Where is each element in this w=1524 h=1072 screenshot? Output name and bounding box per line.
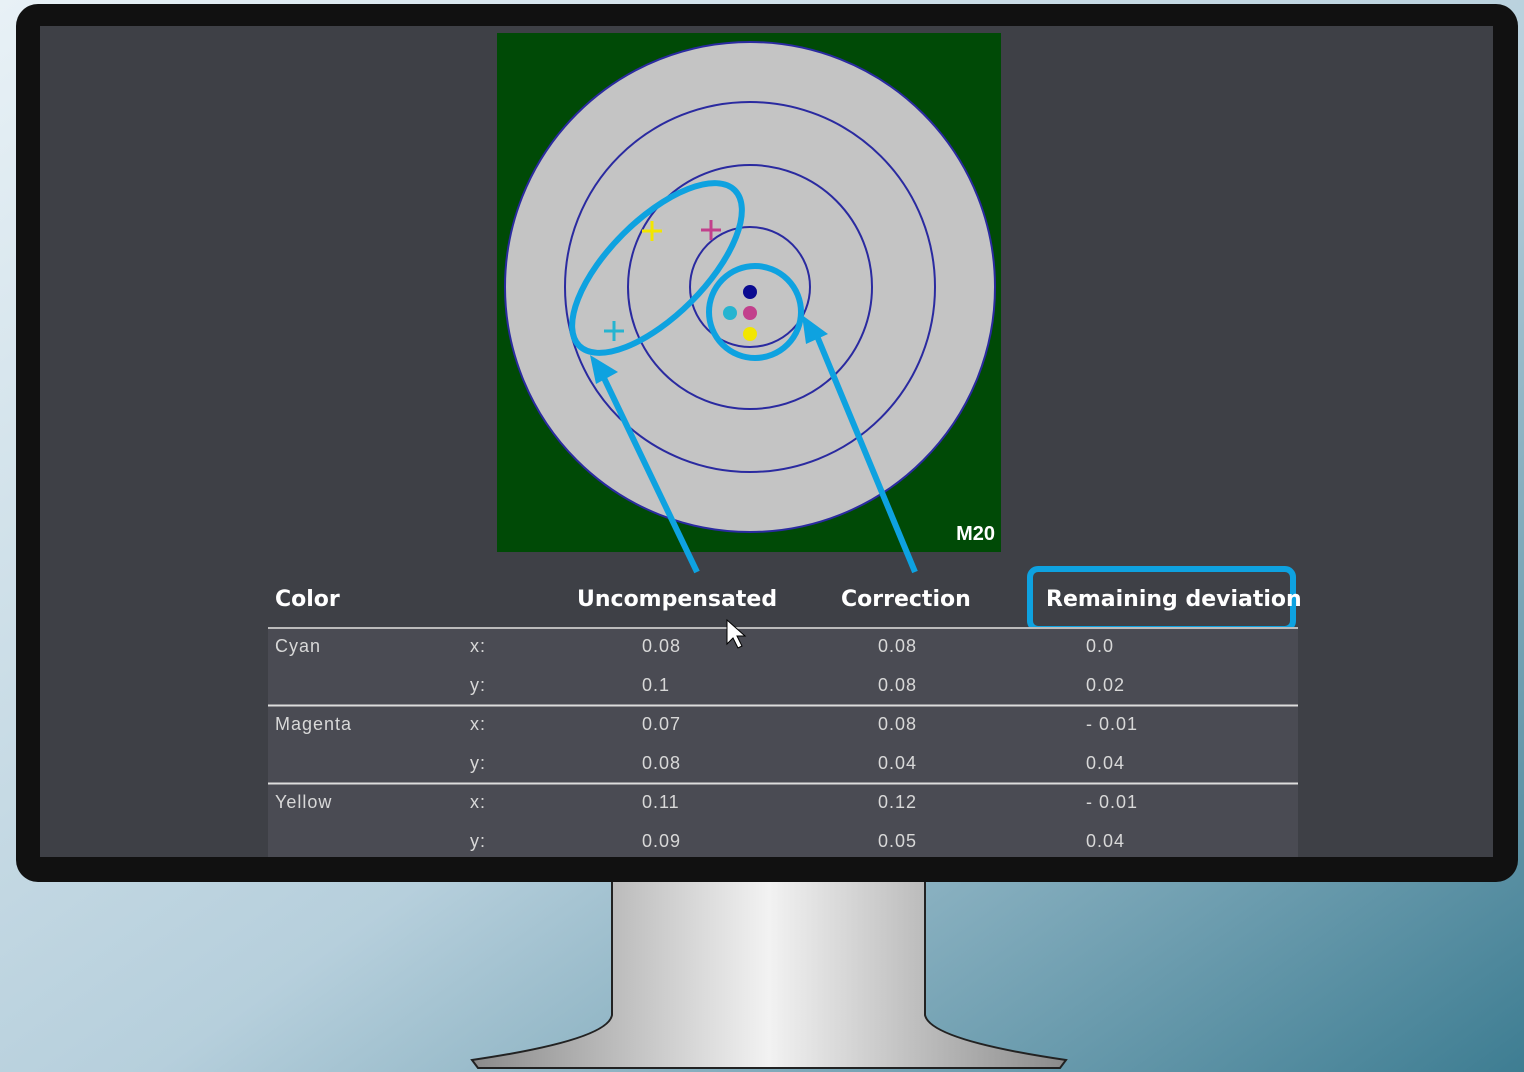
target-ring [689, 226, 811, 348]
axis-label: x: [470, 792, 486, 812]
cyan-dot [723, 306, 737, 320]
cell-value: 0.04 [878, 753, 917, 773]
cell-value: 0.09 [642, 831, 681, 851]
yellow-dot [743, 327, 757, 341]
cell-value: 0.0 [1086, 636, 1114, 656]
annotation-arrow [601, 376, 700, 574]
cell-value: 0.05 [878, 831, 917, 851]
cell-value: - 0.01 [1086, 714, 1138, 734]
cell-value: 0.1 [642, 675, 670, 695]
cell-value: 0.04 [1086, 753, 1125, 773]
target-ring [564, 101, 936, 473]
annotations [569, 180, 1296, 632]
cell-value: 0.08 [878, 714, 917, 734]
annotation-ellipse [569, 180, 745, 356]
cell-value: 0.07 [642, 714, 681, 734]
cell-value: 0.04 [1086, 831, 1125, 851]
color-name: Yellow [275, 792, 332, 812]
mouse-cursor [726, 618, 747, 649]
column-header: Uncompensated [577, 587, 777, 612]
cell-value: 0.08 [642, 636, 681, 656]
annotation-circle [706, 263, 804, 361]
monitor-stand [470, 879, 1068, 1069]
cyan-cross [604, 321, 624, 341]
axis-label: y: [470, 753, 486, 773]
black-dot [743, 285, 757, 299]
axis-label: x: [470, 714, 486, 734]
table: Cyan x: 0.08 0.08 0.0 y: 0.1 0.08 0.02 Magenta x: 0… [268, 627, 1298, 857]
color-name: Cyan [275, 636, 321, 656]
cell-value: 0.12 [878, 792, 917, 812]
arrowhead [590, 355, 618, 384]
target-label: M20 [956, 523, 995, 545]
yellow-cross [642, 221, 662, 241]
cell-value: 0.11 [642, 792, 680, 812]
table-body [268, 628, 1298, 857]
cell-value: 0.08 [878, 675, 917, 695]
cell-value: 0.02 [1086, 675, 1125, 695]
cell-value: 0.08 [878, 636, 917, 656]
column-header: Correction [841, 587, 971, 612]
axis-label: y: [470, 675, 486, 695]
target-ring [627, 164, 873, 410]
magenta-cross [701, 220, 721, 240]
color-name: Magenta [275, 714, 352, 734]
cell-value: 0.08 [642, 753, 681, 773]
axis-label: y: [470, 831, 486, 851]
column-header: Color [275, 587, 340, 612]
register-target: M20 [497, 33, 1001, 552]
arrowhead [802, 315, 828, 344]
cell-value: - 0.01 [1086, 792, 1138, 812]
axis-label: x: [470, 636, 486, 656]
annotation-arrow [814, 334, 918, 574]
column-header: Remaining deviation [1046, 587, 1302, 612]
magenta-dot [743, 306, 757, 320]
